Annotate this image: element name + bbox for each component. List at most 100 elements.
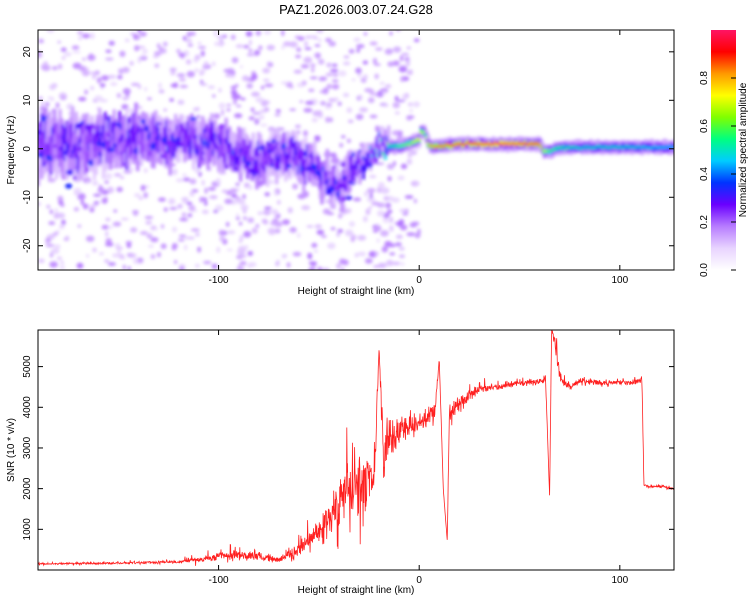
spectrogram-speckle	[236, 213, 240, 217]
spectrogram-speckle	[331, 63, 338, 67]
spectrogram-speckle	[53, 244, 61, 250]
spectrogram-cell	[502, 142, 506, 146]
spectrogram-speckle	[316, 30, 324, 34]
spectrogram-speckle	[115, 246, 124, 250]
spectrogram-speckle	[132, 210, 139, 217]
spectrogram-cell	[513, 142, 517, 145]
spectrogram-speckle	[125, 240, 133, 245]
spectrogram-speckle	[94, 95, 103, 102]
spectrogram-speckle	[258, 45, 263, 51]
spectrogram-speckle	[186, 31, 191, 38]
spectrogram-cell	[152, 116, 156, 144]
spectrogram-cell	[479, 143, 483, 146]
spectrogram-cell	[83, 153, 87, 173]
spectrogram-cell	[596, 145, 600, 150]
spectrogram-speckle	[339, 258, 345, 265]
spectrogram-speckle	[57, 63, 63, 70]
spectrogram-cell	[423, 130, 427, 133]
spectrogram-speckle	[195, 232, 200, 237]
spectrogram-cell	[471, 142, 476, 145]
spectrogram-cell	[49, 139, 53, 159]
spectrogram-cell	[374, 143, 378, 154]
spectrogram-speckle	[77, 224, 82, 229]
spectrogram-cell	[302, 151, 306, 158]
spectrogram-speckle	[101, 224, 109, 230]
spectrogram-speckle	[308, 261, 318, 266]
spectrogram-cell	[443, 145, 447, 148]
spectrogram-cell	[197, 149, 201, 163]
spectrogram-speckle	[394, 95, 399, 102]
spectrogram-cell	[381, 143, 385, 159]
spectrogram-speckle	[408, 69, 413, 76]
spectrogram-cell	[455, 142, 459, 145]
spectrogram-speckle	[137, 84, 142, 90]
spectrogram-cell	[641, 145, 645, 148]
spectrogram-cell	[168, 130, 172, 145]
spectrogram-speckle	[350, 236, 355, 243]
spectrogram-cell	[300, 151, 304, 175]
spectrogram-cell	[278, 153, 282, 160]
spectrogram-speckle	[339, 142, 344, 148]
spectrogram-cell	[457, 143, 461, 146]
spectrogram-speckle	[389, 31, 393, 36]
spectrogram-cell	[560, 147, 564, 150]
spectrogram-speckle	[375, 47, 383, 51]
spectrogram-cell	[240, 128, 245, 153]
spectrogram-speckle	[398, 66, 408, 73]
spectrogram-speckle	[63, 237, 68, 241]
spectrogram-cell	[267, 154, 272, 168]
spectrogram-speckle	[117, 248, 121, 255]
spectrogram-speckle	[348, 221, 356, 227]
spectrogram-speckle	[126, 167, 135, 171]
spectrogram-speckle	[406, 46, 412, 50]
spectrogram-cell	[186, 133, 190, 148]
spectrogram-cell	[446, 142, 450, 145]
spectrogram-cell	[509, 141, 514, 147]
spectrogram-cell	[439, 144, 443, 147]
spectrogram-speckle	[46, 30, 55, 33]
spectrogram-speckle	[105, 49, 112, 53]
spectrogram-speckle	[46, 204, 51, 209]
spectrogram-speckle	[77, 193, 86, 200]
spectrogram-speckle	[377, 182, 385, 189]
spectrogram-speckle	[139, 31, 147, 37]
spectrogram-cell	[336, 191, 340, 197]
spectrogram-speckle	[194, 263, 200, 268]
spectrogram-speckle	[211, 61, 216, 67]
spectrogram-speckle	[189, 190, 195, 197]
spectrogram-speckle	[287, 207, 293, 214]
spectrogram-cell	[125, 129, 129, 146]
spectrogram-speckle	[189, 178, 197, 185]
spectrogram-speckle	[392, 60, 400, 67]
spectrogram-speckle	[122, 96, 130, 100]
spectrogram-speckle	[300, 64, 307, 69]
spectrogram-cell	[264, 151, 268, 158]
spectrogram-speckle	[38, 201, 41, 206]
spectrogram-cell	[499, 142, 503, 145]
spectrogram-cell	[219, 144, 223, 158]
spectrogram-cell	[130, 138, 134, 155]
spectrogram-speckle	[330, 203, 337, 210]
spectrogram-speckle	[358, 94, 363, 101]
spectrogram-speckle	[321, 267, 330, 270]
snr-panel: -100 0 100 1000 2000 3000 4000 5000 Height of s…	[6, 329, 675, 596]
spectrogram-speckle	[217, 41, 226, 45]
spectrogram-cell	[600, 145, 604, 148]
spectrogram-speckle	[178, 52, 186, 58]
spectrogram-speckle	[384, 240, 392, 248]
spectrogram-cell	[491, 142, 496, 146]
spectrogram-cell	[248, 146, 252, 171]
spectrogram-cell	[217, 146, 221, 160]
spectrogram-cell	[383, 129, 387, 145]
spectrogram-cell	[632, 145, 636, 148]
spectrogram-speckle	[172, 243, 177, 247]
spectrogram-cell	[258, 155, 263, 169]
spectrogram-cell	[450, 143, 454, 147]
spectrogram-speckle	[327, 212, 335, 216]
spectrogram-speckle	[137, 30, 142, 33]
spectrogram-cell	[387, 125, 391, 140]
spectrogram-cell	[343, 175, 347, 180]
spectrogram-speckle	[232, 99, 238, 105]
spectrogram-cell	[378, 135, 382, 152]
spectrogram-speckle	[346, 107, 353, 114]
